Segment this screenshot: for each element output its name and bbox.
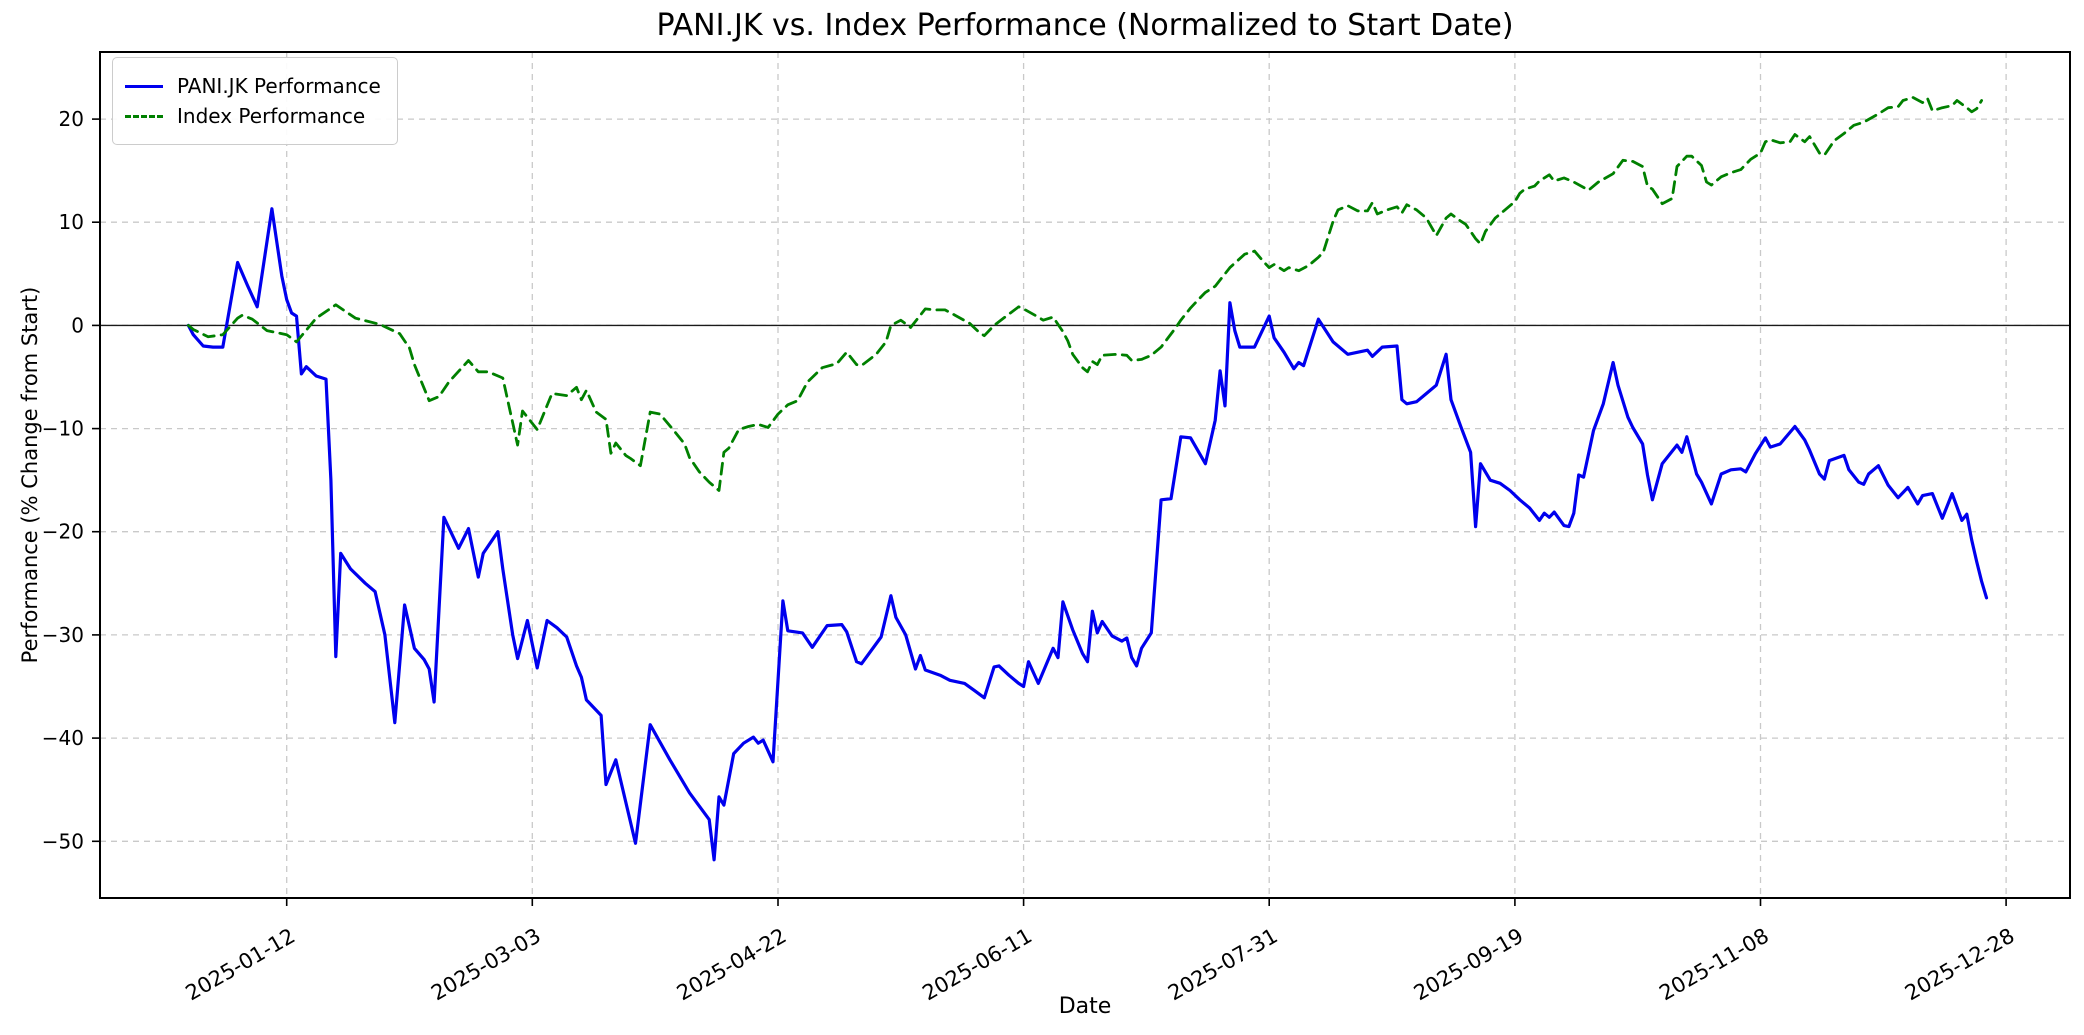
x-axis-title: Date	[1058, 994, 1112, 1019]
legend: PANI.JK Performance Index Performance	[112, 57, 398, 145]
legend-item-pani: PANI.JK Performance	[125, 74, 381, 98]
legend-label-pani: PANI.JK Performance	[177, 74, 381, 98]
y-tick-label: 10	[59, 210, 84, 234]
page-title: PANI.JK vs. Index Performance (Normalize…	[656, 8, 1514, 43]
y-tick-label: −10	[42, 417, 84, 441]
index-performance-line	[186, 96, 1983, 492]
pani-performance-line	[186, 207, 1989, 862]
pani-line-swatch	[125, 84, 163, 88]
y-tick-label: −40	[42, 726, 84, 750]
y-tick-label: −30	[42, 623, 84, 647]
legend-item-index: Index Performance	[125, 104, 381, 128]
y-tick-label: −20	[42, 520, 84, 544]
y-axis-title: Performance (% Change from Start)	[18, 286, 42, 664]
legend-label-index: Index Performance	[177, 104, 366, 128]
y-tick-label: 20	[59, 107, 84, 131]
y-tick-label: 0	[71, 313, 84, 337]
axes-spines	[99, 51, 2071, 899]
y-tick-label: −50	[42, 829, 84, 853]
index-line-swatch	[125, 114, 163, 118]
